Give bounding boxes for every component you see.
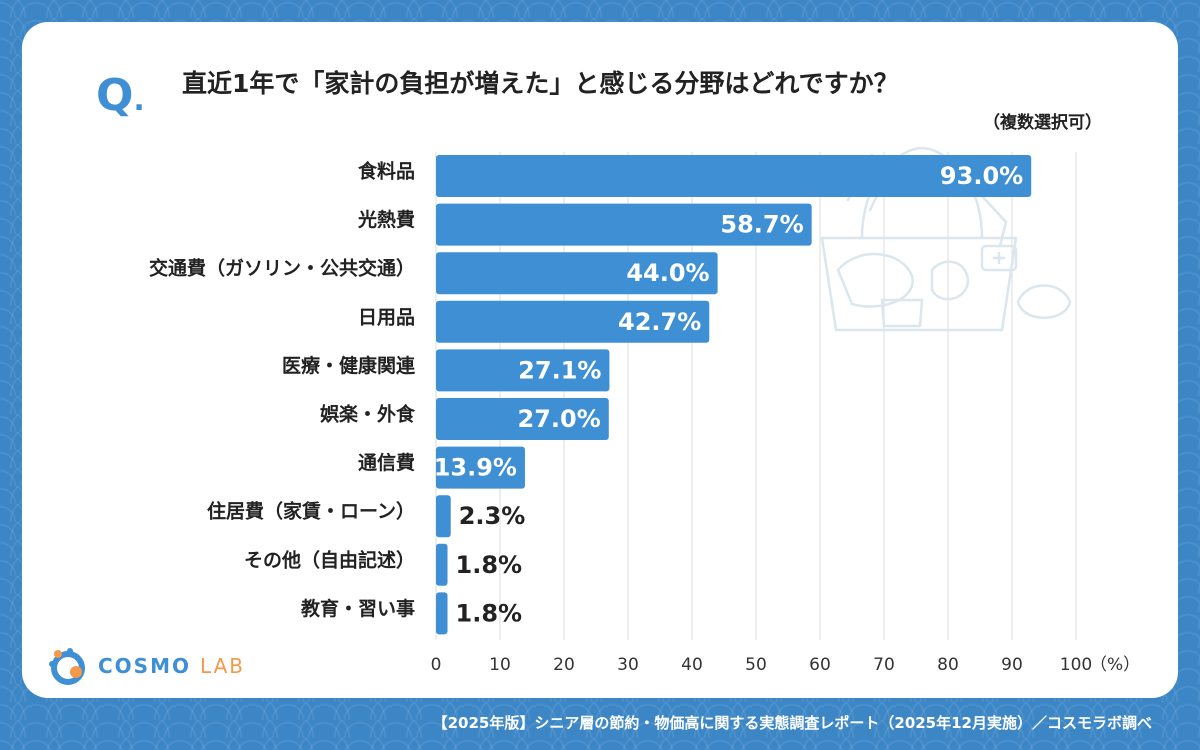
bar-4 xyxy=(436,300,710,343)
bar-5 xyxy=(436,349,610,392)
category-label: 通信費 xyxy=(358,451,415,474)
chart-title: 直近1年で「家計の負担が増えた」と感じる分野はどれですか？ xyxy=(182,69,899,98)
x-tick-label: 70 xyxy=(873,655,895,675)
x-tick-label: 60 xyxy=(809,655,831,675)
x-tick-label: 50 xyxy=(745,655,767,675)
category-label: 教育・習い事 xyxy=(301,597,415,620)
value-label: 1.8% xyxy=(456,599,523,627)
value-label: 1.8% xyxy=(456,551,523,579)
bar-3 xyxy=(436,252,718,295)
bar-1 xyxy=(436,155,1032,197)
brand-name: COSMO LAB xyxy=(98,654,245,678)
brand-logo: COSMO LAB xyxy=(46,646,245,686)
bar-6 xyxy=(436,398,609,440)
value-label: 27.0% xyxy=(518,405,601,433)
value-label: 2.3% xyxy=(459,502,526,530)
x-tick-label: 20 xyxy=(553,655,575,675)
question-mark: Q. xyxy=(96,70,145,121)
category-label: 娯楽・外食 xyxy=(320,403,416,426)
category-label: 医療・健康関連 xyxy=(282,354,416,377)
x-unit-label: （%） xyxy=(1090,655,1140,675)
value-label: 44.0% xyxy=(626,259,709,287)
category-label: 日用品 xyxy=(358,306,415,328)
x-tick-label: 90 xyxy=(1001,655,1023,675)
value-label: 58.7% xyxy=(720,211,803,239)
x-tick-label: 10 xyxy=(489,655,511,675)
bar-2 xyxy=(436,203,812,246)
category-label: 食料品 xyxy=(358,160,415,183)
cosmo-logo-icon xyxy=(49,648,85,685)
chart-subtitle: （複数選択可） xyxy=(983,113,1102,133)
value-label: 93.0% xyxy=(940,162,1023,190)
value-label: 13.9% xyxy=(434,454,517,482)
value-label: 42.7% xyxy=(618,308,701,336)
x-tick-label: 40 xyxy=(681,655,703,675)
x-tick-label: 30 xyxy=(617,655,639,675)
bar-7 xyxy=(436,446,525,489)
category-label: 住居費（家賃・ローン） xyxy=(207,500,415,523)
x-tick-label: 100 xyxy=(1060,655,1092,675)
x-tick-label: 80 xyxy=(937,655,959,675)
x-tick-label: 0 xyxy=(431,655,442,675)
bar-10 xyxy=(436,592,448,635)
value-label: 27.1% xyxy=(518,356,601,384)
category-label: 光熱費 xyxy=(357,208,415,231)
bar-9 xyxy=(436,543,448,586)
source-footer: 【2025年版】シニア層の節約・物価高に関する実態調査レポート（2025年12月… xyxy=(432,714,1152,732)
category-label: 交通費（ガソリン・公共交通） xyxy=(149,257,415,280)
bar-8 xyxy=(436,495,451,538)
category-label: その他（自由記述） xyxy=(244,548,415,571)
